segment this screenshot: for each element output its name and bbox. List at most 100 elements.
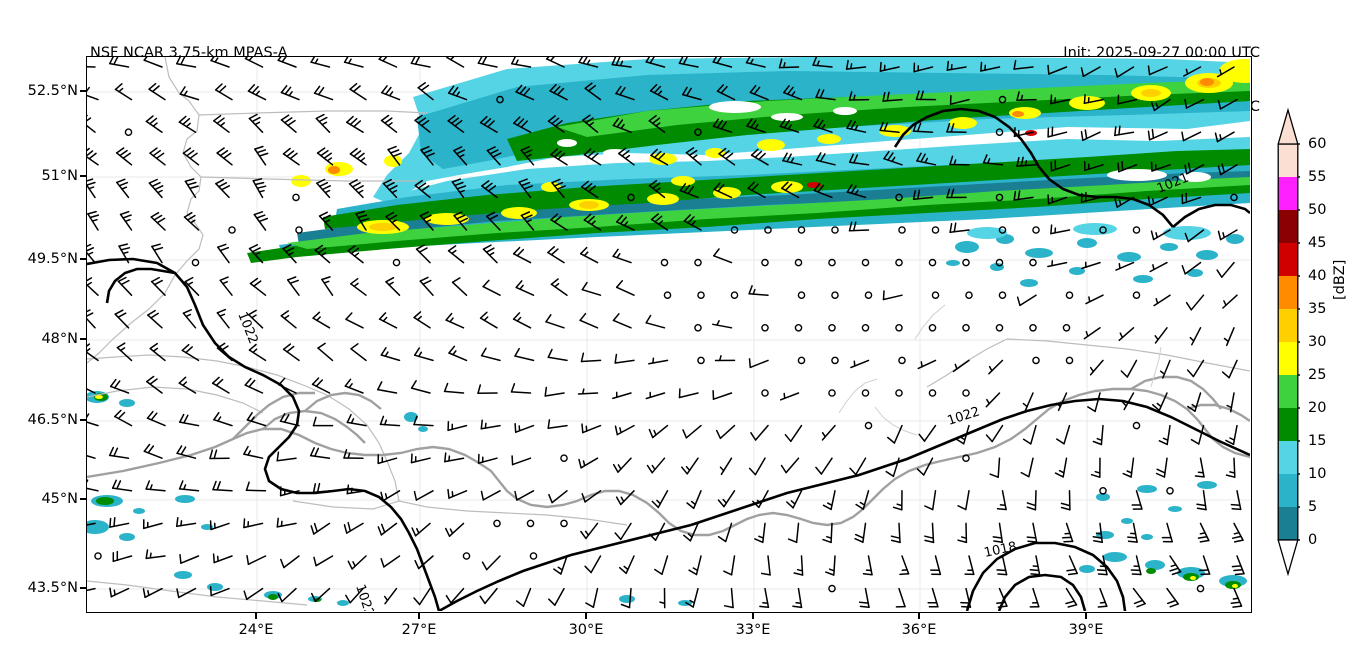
wind-barb <box>712 389 733 400</box>
wind-barb <box>786 490 803 509</box>
wind-barb-field <box>87 57 1245 609</box>
wind-barb <box>529 552 538 560</box>
wind-barb <box>782 152 803 166</box>
wind-barb <box>387 145 402 166</box>
wind-barb <box>615 490 635 506</box>
wind-barb <box>1022 392 1034 412</box>
wind-barb <box>547 115 565 133</box>
wind-barb <box>797 291 806 299</box>
wind-barb <box>448 345 468 362</box>
wind-barb <box>1194 457 1205 478</box>
wind-barb <box>1092 522 1103 544</box>
wind-barb <box>828 389 836 397</box>
wind-barb <box>213 114 230 133</box>
wind-barb <box>898 226 906 234</box>
wind-barb <box>210 57 230 68</box>
wind-barb <box>87 413 99 427</box>
wind-barb <box>417 82 434 101</box>
wind-barb <box>915 90 937 101</box>
wind-barb <box>648 424 669 439</box>
wind-barb <box>648 522 666 541</box>
wind-barb <box>316 147 334 166</box>
wind-barb <box>547 419 568 430</box>
wind-barb <box>1122 392 1135 411</box>
wind-barb <box>182 147 200 166</box>
wind-barb <box>515 280 535 296</box>
wind-barb <box>145 115 163 133</box>
wind-barb <box>444 522 465 537</box>
wind-barb <box>578 457 599 469</box>
wind-barb <box>143 57 163 68</box>
wind-barb <box>663 291 672 299</box>
wind-barb <box>316 178 331 199</box>
wind-barb <box>350 343 367 362</box>
wind-barb <box>616 214 635 231</box>
wind-barb <box>828 258 836 267</box>
wind-barb <box>682 424 702 439</box>
wind-barb <box>143 443 163 459</box>
wind-barb <box>615 280 635 296</box>
wind-barb <box>243 587 264 601</box>
wind-barb <box>1189 327 1202 346</box>
latitude-tick-mark <box>80 258 86 260</box>
wind-barb <box>217 243 230 264</box>
wind-barb <box>1097 587 1108 608</box>
wind-barb <box>209 586 230 597</box>
wind-barb <box>184 276 200 296</box>
wind-barb <box>181 343 200 362</box>
wind-barb <box>343 521 364 534</box>
wind-barb <box>660 258 669 267</box>
wind-barb <box>248 343 267 362</box>
wind-barb <box>694 128 702 136</box>
colorbar-tick-label: 0 <box>1308 532 1318 548</box>
wind-barb <box>962 389 970 397</box>
wind-barb <box>378 57 398 68</box>
wind-barb <box>697 291 705 299</box>
colorbar-band <box>1278 210 1298 243</box>
wind-barb <box>815 152 836 166</box>
wind-barb <box>681 457 699 475</box>
wind-barb <box>282 244 297 264</box>
latitude-tick-mark <box>80 338 86 340</box>
colorbar-band <box>1278 309 1298 342</box>
wind-barb <box>825 555 836 576</box>
wind-barb <box>1089 359 1104 376</box>
wind-barb <box>813 118 833 133</box>
wind-barb <box>1032 226 1040 234</box>
wind-barb <box>286 276 300 296</box>
wind-barb <box>213 411 233 427</box>
wind-barb <box>1013 59 1034 70</box>
wind-barb <box>1114 196 1135 208</box>
wind-barb <box>1013 127 1034 138</box>
wind-barb <box>350 277 367 296</box>
wind-barb <box>343 57 364 68</box>
wind-barb <box>211 376 230 394</box>
wind-barb <box>962 323 970 332</box>
wind-barb <box>87 343 99 362</box>
wind-barb <box>1118 327 1135 342</box>
wind-barb <box>748 457 766 476</box>
wind-barb <box>377 454 398 465</box>
wind-barb <box>895 323 903 332</box>
wind-barb <box>349 82 367 101</box>
wind-barb <box>985 392 1001 408</box>
longitude-tick-label: 39°E <box>1068 622 1104 638</box>
wind-barb <box>249 277 267 296</box>
wind-barb <box>714 355 736 362</box>
wind-barb <box>477 57 498 68</box>
wind-barb <box>379 415 401 427</box>
latitude-tick-label: 45°N <box>41 491 78 507</box>
wind-barb <box>730 226 739 234</box>
wind-barb <box>282 343 300 362</box>
wind-barb <box>216 308 230 329</box>
wind-barb <box>730 291 739 299</box>
wind-barb <box>415 244 431 264</box>
wind-barb <box>1050 94 1071 105</box>
colorbar-band <box>1278 276 1298 309</box>
wind-barb <box>87 522 96 526</box>
wind-barb <box>486 211 501 231</box>
wind-barb <box>912 122 934 133</box>
map-canvas: 1022 1022 1022 1021 1018 <box>87 57 1250 611</box>
longitude-tick-label: 33°E <box>735 622 771 638</box>
wind-barb <box>381 85 401 101</box>
